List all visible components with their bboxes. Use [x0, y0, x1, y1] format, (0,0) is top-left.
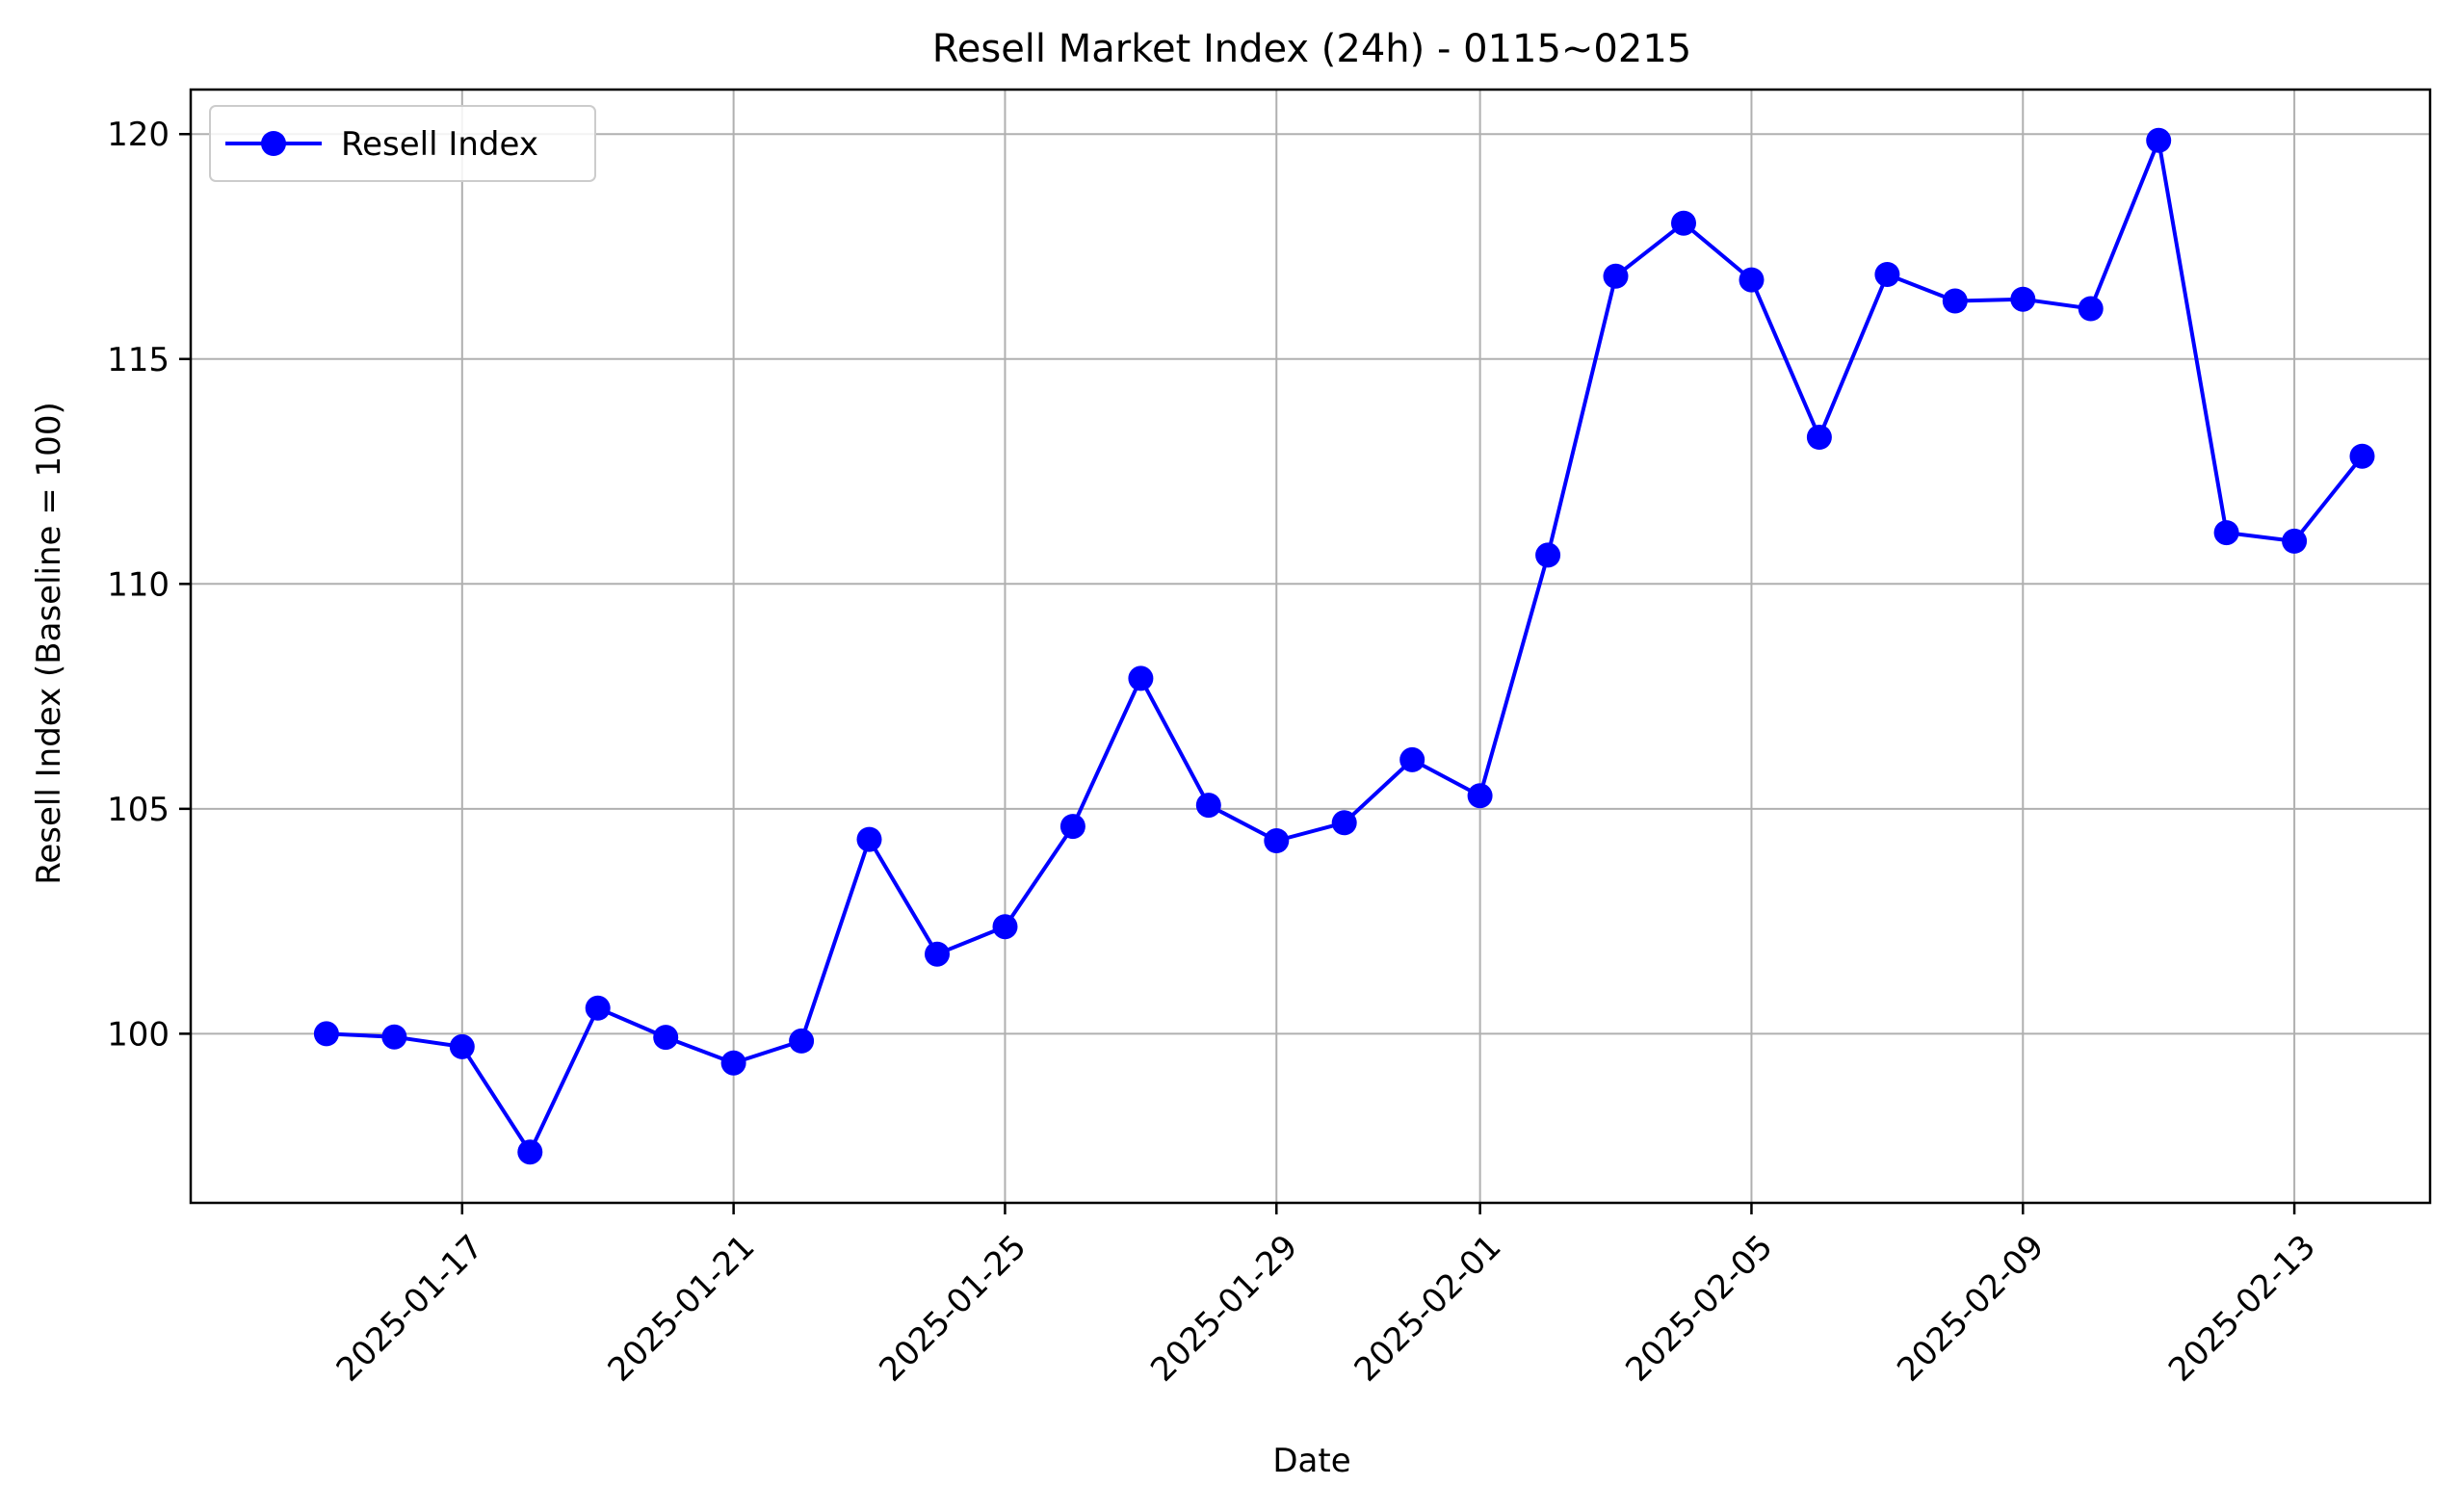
data-point: [2349, 443, 2375, 469]
data-point: [1264, 828, 1290, 853]
y-tick-label: 120: [107, 116, 170, 154]
x-axis-label: Date: [1272, 1442, 1350, 1480]
data-point: [1671, 210, 1696, 236]
plot-frame: [189, 88, 2432, 1205]
data-point: [789, 1028, 815, 1054]
data-point: [1059, 814, 1085, 840]
y-axis-label: Resell Index (Baseline = 100): [30, 402, 68, 884]
legend: Resell Index: [209, 105, 596, 182]
data-point: [313, 1021, 339, 1047]
data-point: [992, 914, 1018, 940]
data-point: [517, 1139, 543, 1165]
data-point: [1467, 783, 1493, 809]
data-point: [1535, 542, 1561, 568]
data-point: [381, 1024, 407, 1050]
data-point: [449, 1033, 475, 1059]
legend-label: Resell Index: [341, 125, 538, 164]
data-point: [585, 995, 611, 1021]
data-point: [1399, 746, 1425, 772]
data-point: [925, 941, 950, 967]
y-tick-label: 100: [107, 1015, 170, 1054]
data-point: [2282, 528, 2308, 554]
data-point: [653, 1025, 679, 1051]
data-point: [2078, 296, 2104, 322]
data-point: [1874, 262, 1900, 287]
data-point: [720, 1050, 746, 1076]
data-point: [1331, 810, 1357, 836]
legend-marker-swatch: [261, 131, 286, 156]
legend-box: [209, 105, 596, 182]
data-point: [1806, 425, 1832, 450]
data-point: [2213, 520, 2239, 546]
series-layer: [313, 127, 2375, 1165]
data-point: [856, 826, 882, 852]
chart-title: Resell Market Index (24h) - 0115~0215: [932, 27, 1691, 71]
data-point: [1603, 263, 1629, 289]
data-point: [1942, 288, 1968, 314]
data-point: [1128, 665, 1154, 691]
grid-lines: [191, 90, 2430, 1203]
data-point: [1195, 793, 1221, 819]
y-tick-label: 105: [107, 791, 170, 829]
data-point: [1739, 267, 1765, 293]
data-point: [2010, 286, 2036, 312]
data-point: [2146, 127, 2172, 153]
y-tick-label: 110: [107, 565, 170, 604]
y-tick-label: 115: [107, 341, 170, 379]
